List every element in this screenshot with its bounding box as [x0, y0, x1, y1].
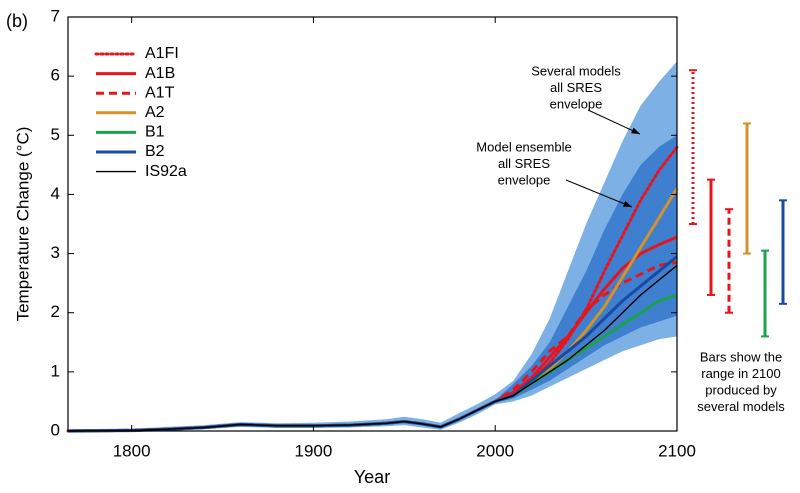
bars-note: produced by	[705, 382, 777, 397]
x-tick-label: 1800	[113, 441, 151, 460]
legend-label: IS92a	[145, 163, 187, 180]
envelope-annotation: envelope	[498, 172, 551, 187]
plot-frame	[67, 16, 678, 432]
y-tick-label: 5	[51, 125, 60, 144]
x-axis-label: Year	[354, 467, 390, 487]
legend-label: A1B	[145, 65, 175, 82]
legend-label: A1T	[145, 84, 175, 101]
annotation-arrowhead	[631, 127, 640, 134]
panel-label: (b)	[6, 11, 28, 31]
series-line	[67, 264, 678, 432]
legend-label: A1FI	[145, 45, 179, 62]
legend-label: B1	[145, 124, 165, 141]
envelope-annotation: all SRES	[498, 156, 550, 171]
bars-note: Bars show the	[700, 349, 782, 364]
y-axis-label: Temperature Change (°C)	[13, 127, 32, 322]
y-tick-label: 3	[51, 243, 60, 262]
bars-note: range in 2100	[701, 366, 781, 381]
legend-label: A2	[145, 104, 165, 121]
y-tick-label: 1	[51, 361, 60, 380]
x-tick-label: 1900	[295, 441, 333, 460]
envelope-annotation: Model ensemble	[476, 139, 571, 154]
y-tick-label: 0	[51, 420, 60, 439]
annotation-arrowhead	[623, 200, 632, 207]
y-tick-label: 7	[51, 6, 60, 25]
envelope-annotation: Several models	[531, 63, 621, 78]
bars-note: several models	[697, 399, 785, 414]
legend-label: B2	[145, 143, 165, 160]
y-tick-label: 6	[51, 66, 60, 85]
annotation-arrow	[587, 109, 641, 135]
envelope-annotation: all SRES	[550, 80, 602, 95]
y-tick-label: 2	[51, 302, 60, 321]
envelope-annotation: envelope	[550, 96, 603, 111]
y-tick-label: 4	[51, 184, 60, 203]
annotation-arrow	[565, 179, 633, 208]
envelope-area	[495, 135, 677, 403]
x-tick-label: 2000	[476, 441, 514, 460]
x-tick-label: 2100	[658, 441, 696, 460]
